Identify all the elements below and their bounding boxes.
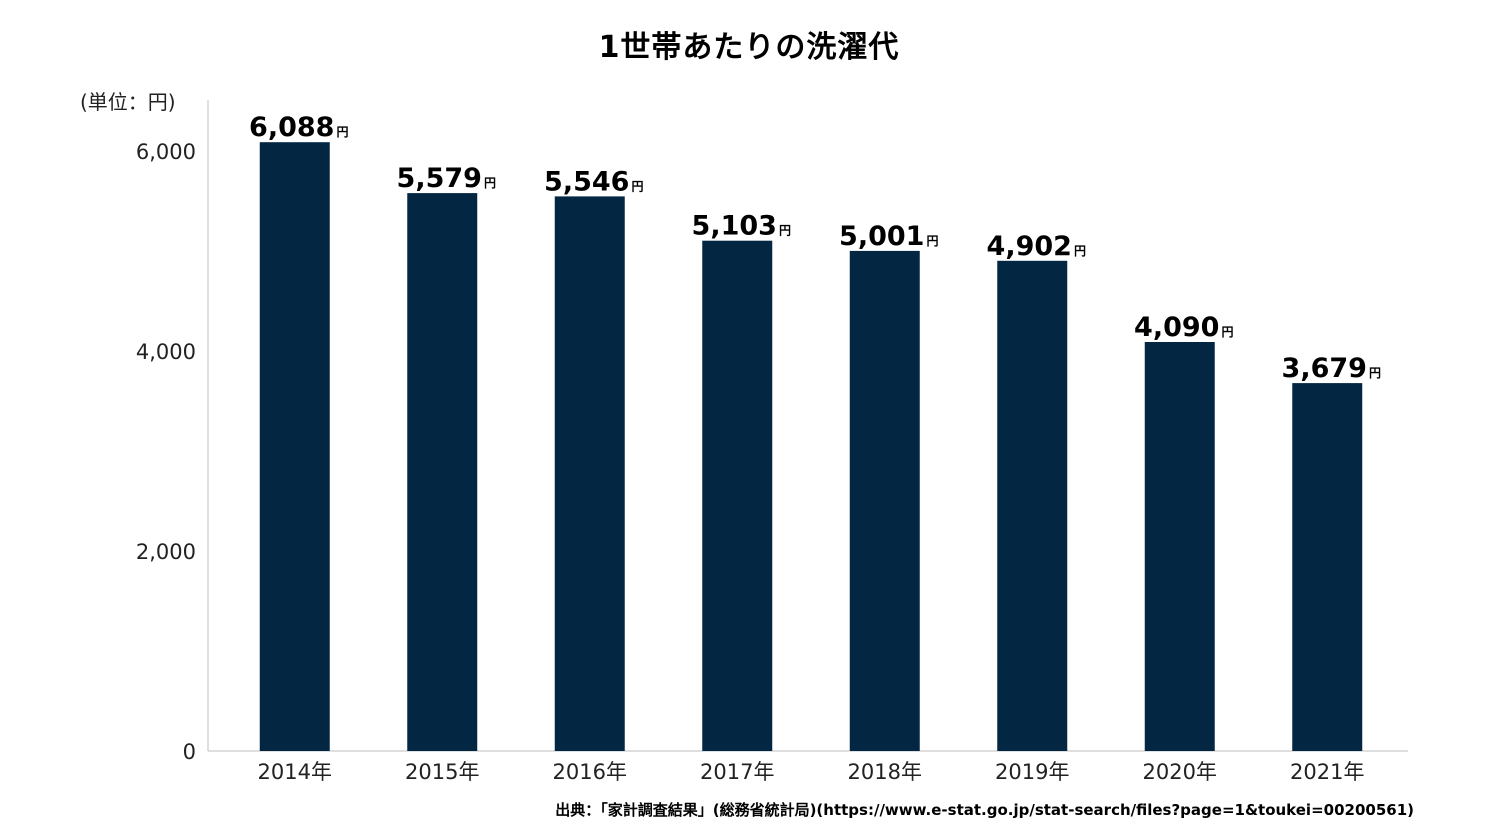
- data-label-unit: 円: [1074, 244, 1086, 258]
- x-tick-label: 2014年: [258, 760, 332, 784]
- x-tick-label: 2017年: [700, 760, 774, 784]
- bar: [702, 240, 773, 751]
- data-label: 5,001 円: [839, 221, 938, 252]
- source-note: 出典：「家計調査結果」(総務省統計局)(https://www.e-stat.g…: [555, 801, 1414, 819]
- data-label-value: 4,090: [1134, 312, 1219, 343]
- data-label-value: 5,001: [839, 221, 924, 252]
- data-label-unit: 円: [779, 224, 791, 238]
- y-tick-label: 6,000: [136, 140, 196, 164]
- bar: [849, 250, 920, 751]
- data-label-unit: 円: [631, 179, 643, 193]
- bar: [997, 260, 1068, 751]
- data-label-unit: 円: [926, 234, 938, 248]
- chart-title: 1世帯あたりの洗濯代: [598, 30, 900, 65]
- data-label-value: 5,579: [397, 163, 482, 194]
- bar: [259, 142, 330, 751]
- x-tick-label: 2018年: [848, 760, 922, 784]
- data-label: 3,679 円: [1282, 353, 1381, 384]
- data-label-unit: 円: [336, 125, 348, 139]
- data-label-value: 4,902: [987, 231, 1072, 262]
- data-label: 4,090 円: [1134, 312, 1233, 343]
- y-tick-label: 2,000: [136, 540, 196, 564]
- x-tick-label: 2019年: [995, 760, 1069, 784]
- data-label: 5,103 円: [692, 211, 791, 242]
- data-label-unit: 円: [1369, 366, 1381, 380]
- data-label: 4,902 円: [987, 231, 1086, 262]
- bar: [1144, 342, 1215, 751]
- data-label-value: 5,546: [544, 166, 629, 197]
- bar: [407, 193, 478, 752]
- data-label: 6,088 円: [249, 112, 348, 143]
- data-label-unit: 円: [484, 176, 496, 190]
- y-tick-label: 0: [183, 740, 196, 764]
- data-label-value: 5,103: [692, 211, 777, 242]
- bar: [554, 196, 625, 751]
- x-tick-label: 2021年: [1290, 760, 1364, 784]
- data-label: 5,546 円: [544, 166, 643, 197]
- data-label-value: 6,088: [249, 112, 334, 143]
- x-tick-label: 2016年: [553, 760, 627, 784]
- y-unit-label: (単位：円): [80, 90, 176, 114]
- x-tick-label: 2015年: [405, 760, 479, 784]
- data-label: 5,579 円: [397, 163, 496, 194]
- data-label-unit: 円: [1221, 325, 1233, 339]
- y-tick-label: 4,000: [136, 340, 196, 364]
- x-tick-label: 2020年: [1143, 760, 1217, 784]
- bar: [1292, 383, 1363, 751]
- data-label-value: 3,679: [1282, 353, 1367, 384]
